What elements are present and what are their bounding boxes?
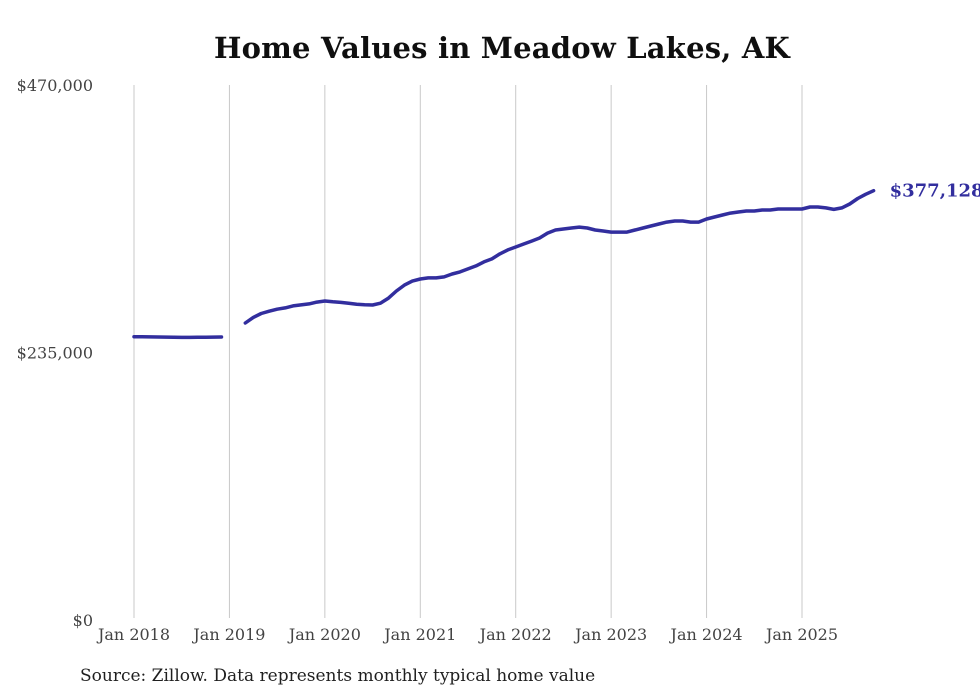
x-axis-tick-label: Jan 2024: [669, 625, 743, 644]
source-note: Source: Zillow. Data represents monthly …: [80, 666, 596, 686]
x-axis-tick-label: Jan 2020: [287, 625, 361, 644]
x-axis-tick-label: Jan 2022: [478, 625, 552, 644]
x-axis-tick-label: Jan 2025: [764, 625, 838, 644]
y-axis-tick-label: $470,000: [17, 76, 93, 95]
latest-value-label: $377,128: [890, 181, 980, 202]
chart-title: Home Values in Meadow Lakes, AK: [214, 31, 790, 65]
x-axis-tick-label: Jan 2023: [573, 625, 647, 644]
axis-labels-group: Jan 2018 Jan 2019 Jan 2020 Jan 2021 Jan 2022…: [17, 76, 838, 644]
x-axis-tick-label: Jan 2019: [191, 625, 265, 644]
x-axis-tick-label: Jan 2021: [382, 625, 456, 644]
y-axis-tick-label: $235,000: [17, 344, 93, 363]
y-axis-tick-label: $0: [73, 611, 93, 630]
x-axis-tick-label: Jan 2018: [96, 625, 170, 644]
home-value-line: [132, 188, 876, 340]
gridlines-group: [133, 85, 803, 618]
series-group: [132, 188, 876, 340]
